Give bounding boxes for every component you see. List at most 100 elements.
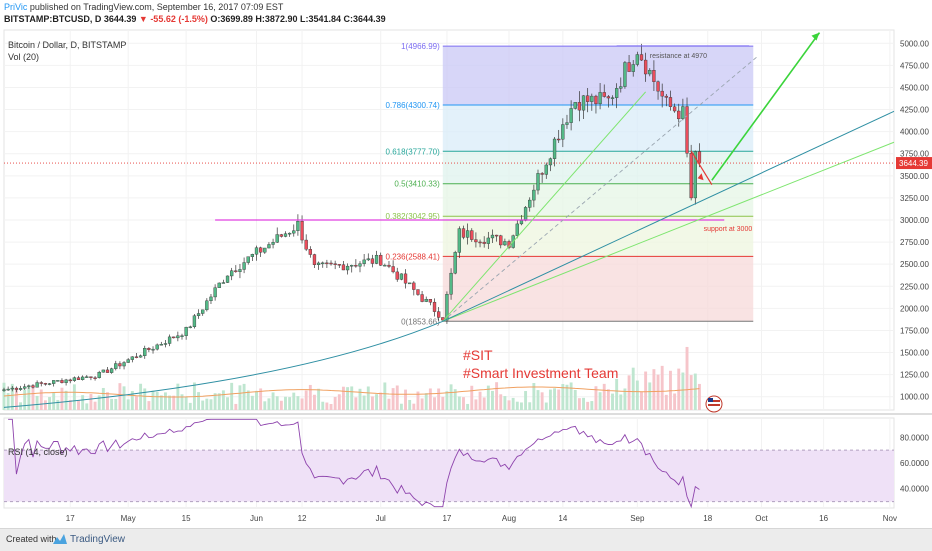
- low-label: L:: [299, 14, 309, 24]
- volume-bar: [346, 387, 350, 410]
- currency-flag-icon[interactable]: [705, 395, 723, 413]
- candle-body: [374, 254, 379, 264]
- candle-body: [523, 207, 528, 221]
- price-tick-label: 2250.00: [900, 282, 929, 291]
- footer-brand[interactable]: TradingView: [70, 534, 126, 545]
- volume-bar: [548, 389, 552, 410]
- candle-body: [275, 234, 279, 243]
- drop-arrow-line: [690, 150, 713, 185]
- candle: [619, 77, 623, 93]
- candle-body: [230, 270, 234, 277]
- candle: [474, 232, 478, 248]
- candle-body: [242, 262, 246, 270]
- time-tick-label: Oct: [755, 514, 768, 523]
- volume-bar: [507, 400, 511, 410]
- candle-body: [188, 326, 192, 329]
- volume-bar: [689, 375, 693, 410]
- candle: [147, 347, 151, 353]
- volume-bar: [375, 394, 379, 410]
- volume-bar: [230, 382, 234, 410]
- volume-bar: [35, 395, 39, 410]
- mid-trend-line: [442, 141, 895, 322]
- candle: [254, 245, 259, 261]
- candle-body: [478, 241, 482, 244]
- volume-bar: [31, 384, 35, 410]
- candle-body: [619, 86, 623, 89]
- fibonacci-retracement[interactable]: 1(4966.99) 0.786(4300.74) 0.618(3777.70) 0.…: [386, 42, 754, 326]
- volume-bar: [130, 391, 134, 410]
- candle: [279, 233, 283, 238]
- candle: [201, 309, 205, 316]
- volume-bar: [433, 397, 436, 410]
- fib-band: [442, 256, 754, 322]
- candle: [176, 331, 180, 342]
- volume-bar: [370, 396, 374, 410]
- candle-body: [403, 273, 408, 284]
- candle: [420, 291, 424, 303]
- volume-bar: [6, 393, 10, 410]
- volume-bar: [97, 395, 101, 410]
- fib-band: [442, 105, 754, 152]
- volume-bar: [656, 374, 660, 410]
- candle-body: [234, 270, 238, 272]
- candle-body: [300, 221, 304, 241]
- candle: [627, 55, 631, 72]
- candle: [441, 317, 445, 321]
- candle-body: [432, 301, 437, 312]
- candle: [60, 378, 64, 384]
- volume-bar: [606, 389, 610, 410]
- volume-bar: [499, 394, 503, 410]
- candle: [259, 246, 263, 257]
- candle-body: [366, 258, 370, 261]
- rsi-pane: [4, 418, 894, 509]
- volume-bar: [255, 390, 258, 410]
- time-tick-label: Nov: [883, 514, 897, 523]
- candle-body: [283, 233, 288, 237]
- candle-body: [399, 273, 404, 280]
- volume-bar: [43, 400, 47, 410]
- volume-bar: [56, 399, 60, 410]
- tradingview-logo-icon[interactable]: [52, 532, 68, 546]
- trend-drawings[interactable]: resistance at 4970 support at 3000: [3, 32, 895, 408]
- candle: [428, 299, 433, 306]
- low-value: 3541.84: [308, 14, 342, 24]
- candle: [523, 206, 528, 222]
- author-name[interactable]: PriVic: [4, 2, 28, 12]
- volume-bar: [428, 388, 432, 410]
- candle-body: [31, 385, 35, 388]
- price-tick-label: 2750.00: [900, 238, 929, 247]
- candle: [192, 313, 197, 329]
- resistance-label: resistance at 4970: [650, 53, 707, 60]
- fib-band: [442, 46, 754, 106]
- chart-canvas[interactable]: 1(4966.99) 0.786(4300.74) 0.618(3777.70) 0.…: [0, 0, 932, 528]
- candle: [242, 257, 246, 274]
- volume-ma-line: [3, 386, 700, 398]
- candle: [437, 307, 441, 321]
- candle: [39, 381, 43, 387]
- volume-bar: [159, 395, 163, 410]
- volume-bar: [577, 398, 581, 410]
- candle: [374, 250, 379, 265]
- candle-body: [370, 258, 375, 264]
- candle-body: [263, 247, 267, 253]
- candle-body: [519, 220, 524, 225]
- volume-bar: [201, 400, 205, 410]
- volume-bar: [685, 346, 689, 410]
- candle-body: [482, 241, 486, 244]
- time-tick-label: 17: [442, 514, 451, 523]
- rsi-label: RSI (14, close): [8, 447, 68, 457]
- candle-body: [420, 294, 424, 302]
- candle-body: [180, 335, 184, 337]
- candle: [308, 246, 312, 258]
- volume-bar: [582, 397, 585, 410]
- rsi-tick-label: 40.0000: [900, 485, 929, 494]
- volume-bar: [221, 390, 225, 410]
- volume-bar: [366, 386, 370, 410]
- volume-bar: [184, 396, 188, 410]
- candle: [672, 103, 677, 113]
- created-with: Created with: [6, 534, 57, 544]
- price-tick-label: 4500.00: [900, 83, 929, 92]
- candle: [486, 231, 490, 250]
- volume-bar: [615, 378, 619, 410]
- volume-bar: [81, 395, 85, 410]
